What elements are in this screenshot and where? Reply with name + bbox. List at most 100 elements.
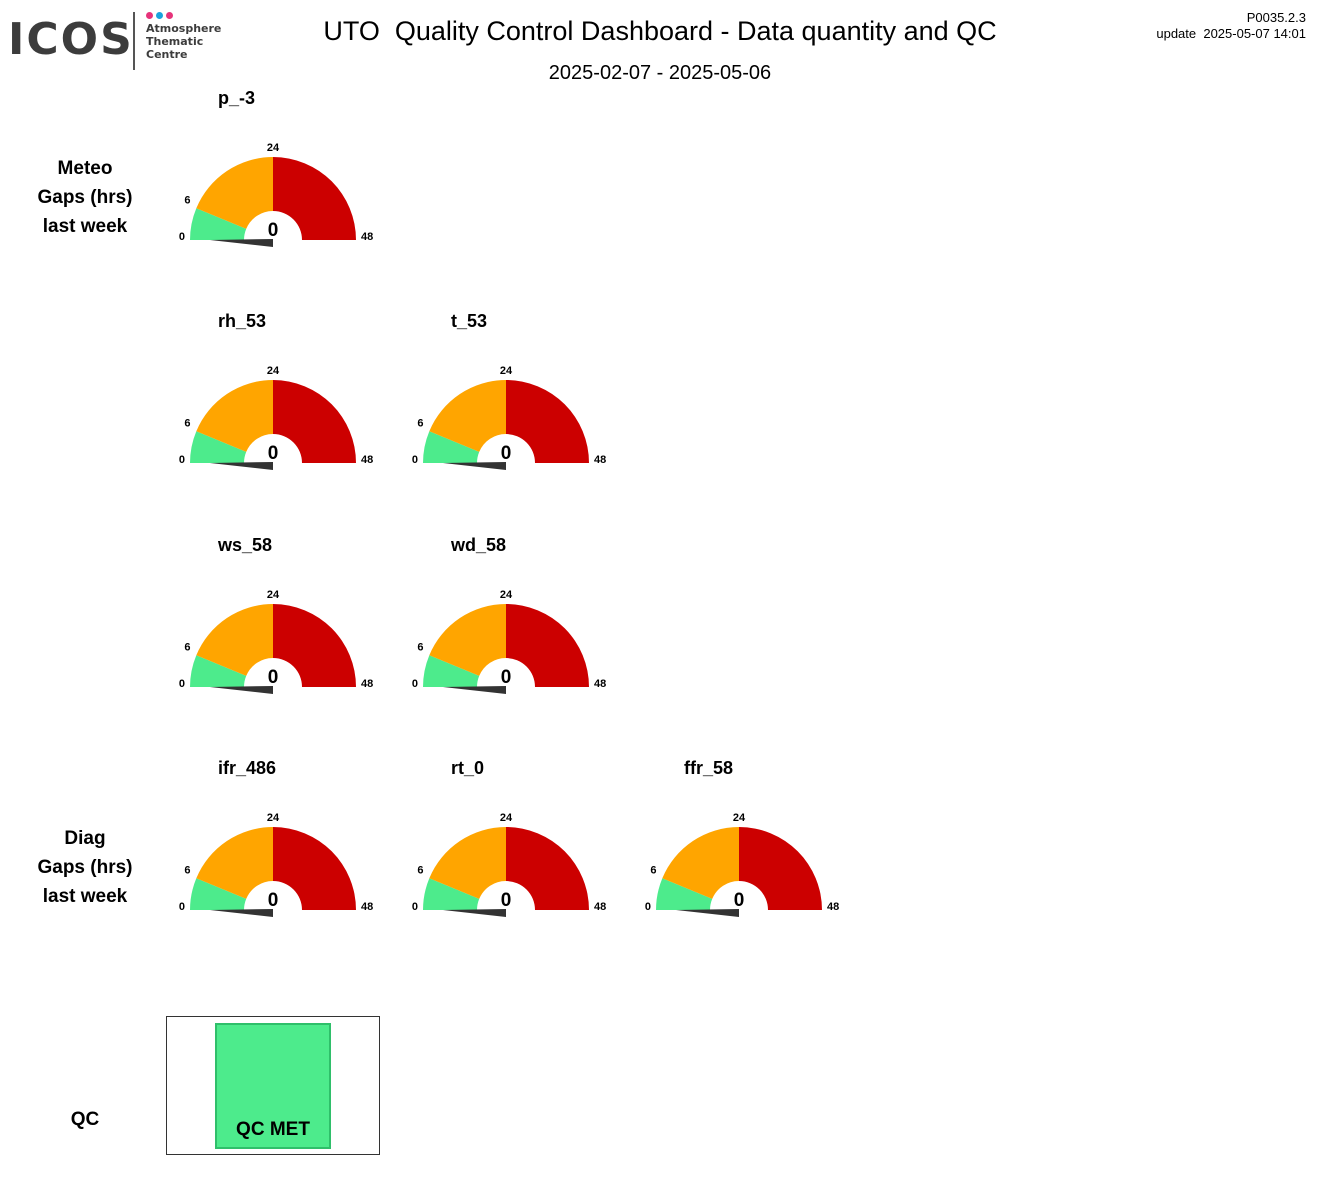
gauge-band bbox=[190, 431, 247, 463]
gauge-tick-label: 48 bbox=[827, 901, 839, 913]
gauge-tick-label: 6 bbox=[184, 641, 190, 653]
gauge-band bbox=[506, 827, 589, 910]
gauge-t_53: t_53 0 6 24 48 0 bbox=[399, 311, 606, 491]
gauge-needle bbox=[210, 239, 273, 247]
gauge-band bbox=[423, 431, 480, 463]
logo-line: Thematic bbox=[146, 35, 204, 48]
gauge-value: 0 bbox=[268, 667, 279, 688]
gauge-tick-label: 6 bbox=[417, 641, 423, 653]
version-info: P0035.2.3 update 2025-05-07 14:01 bbox=[1156, 10, 1306, 42]
gauge-title: rh_53 bbox=[218, 311, 267, 331]
gauge-tick-label: 48 bbox=[594, 901, 606, 913]
gauge-needle bbox=[210, 462, 273, 470]
gauge-title: ffr_58 bbox=[684, 758, 734, 778]
page-title: UTO Quality Control Dashboard - Data qua… bbox=[323, 16, 997, 46]
logo-line: Centre bbox=[146, 48, 188, 61]
gauge-tick-label: 48 bbox=[361, 901, 373, 913]
gauge-wd_58: wd_58 0 6 24 48 0 bbox=[399, 535, 606, 715]
gauge-tick-label: 24 bbox=[733, 812, 746, 824]
gauge-title: rt_0 bbox=[451, 758, 485, 778]
gauge-tick-label: 24 bbox=[500, 365, 513, 377]
gauge-title: ws_58 bbox=[218, 535, 273, 555]
gauge-value: 0 bbox=[501, 443, 512, 464]
gauge-value: 0 bbox=[734, 890, 745, 911]
gauge-tick-label: 48 bbox=[361, 231, 373, 243]
logo-line: Atmosphere bbox=[146, 22, 222, 35]
gauge-tick-label: 24 bbox=[267, 142, 280, 154]
gauge-title: t_53 bbox=[451, 311, 488, 331]
gauge-band bbox=[196, 157, 273, 229]
gauge-band bbox=[273, 157, 356, 240]
gauge-ws_58: ws_58 0 6 24 48 0 bbox=[166, 535, 373, 715]
gauge-tick-label: 48 bbox=[361, 678, 373, 690]
gauge-chart: 0 6 24 48 0 bbox=[412, 365, 606, 470]
gauge-title: wd_58 bbox=[451, 535, 507, 555]
gauge-band bbox=[196, 604, 273, 676]
qc-status-indicator: QC MET bbox=[215, 1023, 331, 1149]
logo-wordmark: ICOS bbox=[8, 14, 134, 65]
gauge-value: 0 bbox=[501, 667, 512, 688]
gauge-title: ifr_486 bbox=[218, 758, 277, 778]
update-timestamp: update 2025-05-07 14:01 bbox=[1156, 26, 1306, 41]
gauge-needle bbox=[443, 909, 506, 917]
gauge-tick-label: 0 bbox=[179, 231, 185, 243]
gauge-tick-label: 0 bbox=[179, 678, 185, 690]
logo-dot bbox=[156, 12, 163, 19]
gauge-band bbox=[273, 604, 356, 687]
gauge-tick-label: 24 bbox=[267, 589, 280, 601]
logo-dot bbox=[166, 12, 173, 19]
row-label-line: Gaps (hrs) bbox=[37, 187, 133, 208]
gauge-ffr_58: ffr_58 0 6 24 48 0 bbox=[632, 758, 839, 938]
gauge-needle bbox=[443, 462, 506, 470]
gauge-tick-label: 0 bbox=[412, 901, 418, 913]
gauge-band bbox=[739, 827, 822, 910]
row-label-line: last week bbox=[42, 886, 128, 907]
gauge-tick-label: 24 bbox=[500, 589, 513, 601]
icos-logo: ICOS Atmosphere Thematic Centre bbox=[8, 10, 223, 74]
gauge-tick-label: 24 bbox=[500, 812, 513, 824]
gauge-band bbox=[429, 380, 506, 452]
gauge-chart: 0 6 24 48 0 bbox=[412, 589, 606, 694]
gauge-needle bbox=[210, 909, 273, 917]
gauge-title: p_-3 bbox=[218, 88, 256, 108]
gauge-tick-label: 48 bbox=[594, 454, 606, 466]
logo-subtitle: Atmosphere Thematic Centre bbox=[146, 22, 221, 61]
gauge-tick-label: 24 bbox=[267, 812, 280, 824]
gauge-band bbox=[506, 604, 589, 687]
row-label-line: Meteo bbox=[57, 158, 113, 179]
period-range: 2025-02-07 - 2025-05-06 bbox=[548, 62, 772, 84]
diag-row-label: Diag Gaps (hrs) last week bbox=[0, 824, 170, 911]
gauge-ifr_486: ifr_486 0 6 24 48 0 bbox=[166, 758, 373, 938]
row-label-line: Diag bbox=[64, 828, 106, 849]
gauge-tick-label: 6 bbox=[184, 194, 190, 206]
gauge-band bbox=[190, 208, 247, 240]
gauge-p_-3: p_-3 0 6 24 48 0 bbox=[166, 88, 373, 268]
gauge-value: 0 bbox=[268, 220, 279, 241]
gauge-needle bbox=[443, 686, 506, 694]
qc-status-panel: QC MET bbox=[166, 1016, 380, 1155]
gauge-tick-label: 6 bbox=[417, 864, 423, 876]
gauge-band bbox=[656, 878, 713, 910]
gauge-tick-label: 48 bbox=[361, 454, 373, 466]
row-label-line: Gaps (hrs) bbox=[37, 857, 133, 878]
row-label-line: last week bbox=[42, 216, 128, 237]
gauge-chart: 0 6 24 48 0 bbox=[179, 142, 373, 247]
gauge-rh_53: rh_53 0 6 24 48 0 bbox=[166, 311, 373, 491]
gauge-chart: 0 6 24 48 0 bbox=[179, 589, 373, 694]
qc-row-label: QC bbox=[70, 1109, 100, 1130]
gauge-band bbox=[190, 878, 247, 910]
gauge-chart: 0 6 24 48 0 bbox=[645, 812, 839, 917]
gauge-band bbox=[429, 604, 506, 676]
gauge-band bbox=[190, 655, 247, 687]
gauge-tick-label: 0 bbox=[412, 454, 418, 466]
gauge-tick-label: 6 bbox=[184, 417, 190, 429]
gauge-tick-label: 6 bbox=[184, 864, 190, 876]
gauge-band bbox=[429, 827, 506, 899]
gauge-needle bbox=[676, 909, 739, 917]
gauge-band bbox=[196, 380, 273, 452]
gauge-band bbox=[662, 827, 739, 899]
version-number: P0035.2.3 bbox=[1246, 10, 1306, 25]
gauge-tick-label: 48 bbox=[594, 678, 606, 690]
gauge-value: 0 bbox=[268, 443, 279, 464]
gauge-chart: 0 6 24 48 0 bbox=[179, 365, 373, 470]
